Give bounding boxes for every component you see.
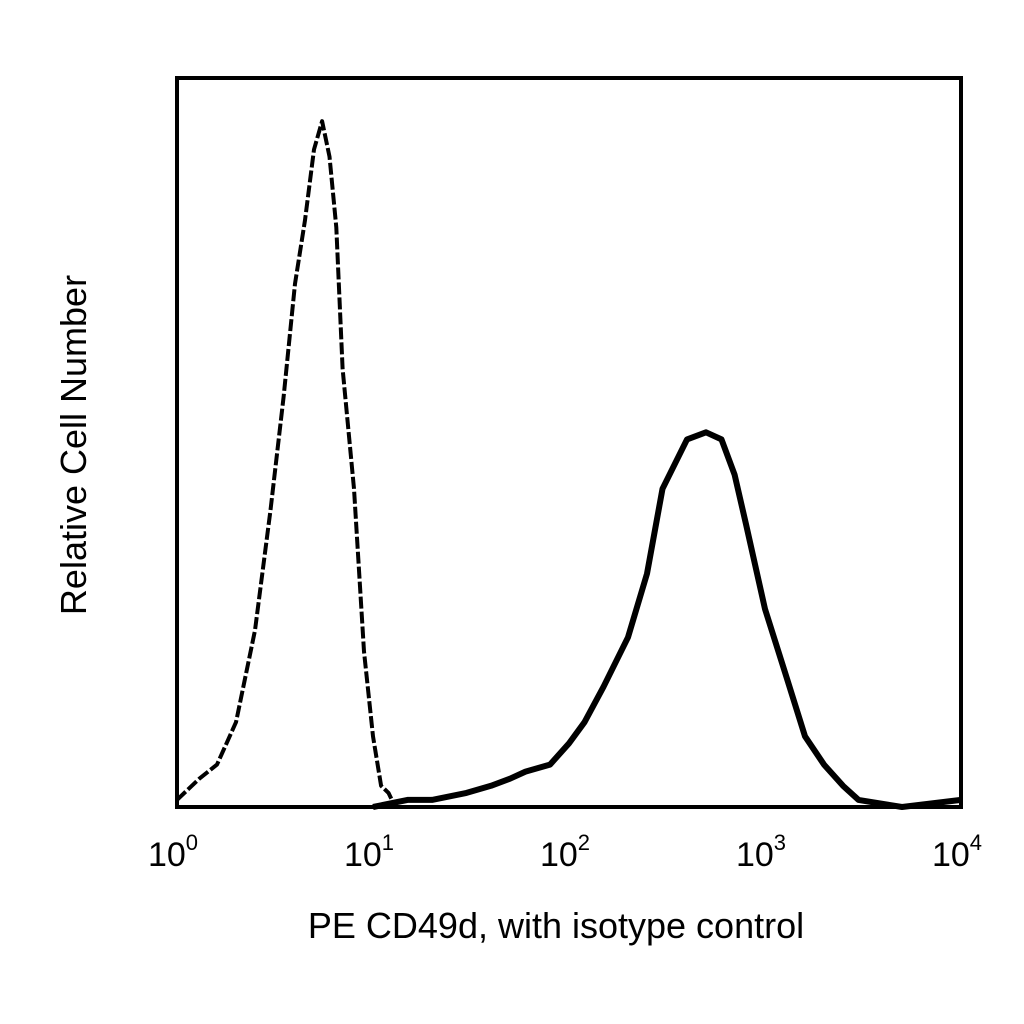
x-tick-label: 104 [932,830,982,874]
x-tick-label: 100 [148,830,198,874]
x-axis-title: PE CD49d, with isotype control [308,905,804,946]
x-tick-label: 101 [344,830,394,874]
x-tick-labels: 100 101 102 103 104 [148,830,982,874]
y-axis-title: Relative Cell Number [53,275,94,615]
series-line-1 [175,119,961,809]
plot-frame [175,76,963,809]
series-line-2 [372,429,962,810]
series-layer [175,119,962,810]
x-tick-label: 103 [736,830,786,874]
x-tick-label: 102 [540,830,590,874]
